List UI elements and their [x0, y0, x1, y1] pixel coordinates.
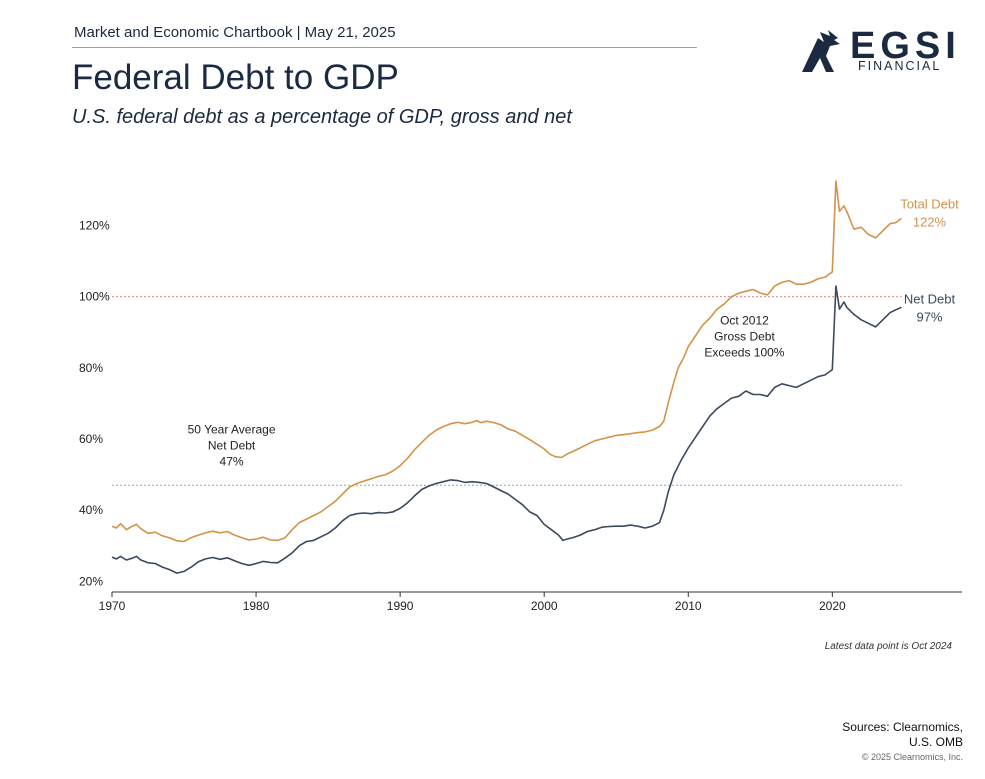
- total-debt-value: 122%: [913, 214, 947, 229]
- sources-line-2: U.S. OMB: [908, 735, 963, 749]
- logo-word: EGSI: [850, 25, 961, 67]
- y-tick-label: 40%: [79, 503, 103, 517]
- x-tick-label: 2020: [819, 599, 846, 613]
- x-tick-label: 2000: [531, 599, 558, 613]
- y-tick-label: 20%: [79, 574, 103, 588]
- header-rule: [72, 47, 697, 48]
- egsi-logo: EGSI FINANCIAL: [800, 26, 960, 78]
- net-debt-value: 97%: [916, 309, 942, 324]
- copyright: © 2025 Clearnomics, Inc.: [861, 752, 963, 762]
- sources: Sources: Clearnomics, U.S. OMB: [842, 720, 963, 750]
- header-publication: Market and Economic Chartbook | May 21, …: [74, 24, 396, 41]
- x-tick-label: 2010: [675, 599, 702, 613]
- x-tick-label: 1980: [243, 599, 270, 613]
- annotation-oct2012-line: Oct 2012: [720, 313, 769, 327]
- x-tick-label: 1970: [99, 599, 126, 613]
- logo-sub: FINANCIAL: [858, 59, 942, 73]
- annotation-oct2012-line: Gross Debt: [714, 329, 775, 343]
- logo-mark-icon: [802, 30, 840, 72]
- sources-line-1: Sources: Clearnomics,: [842, 720, 963, 734]
- x-tick-label: 1990: [387, 599, 414, 613]
- y-tick-label: 80%: [79, 361, 103, 375]
- y-tick-label: 100%: [79, 290, 110, 304]
- y-tick-label: 120%: [79, 218, 110, 232]
- annotation-oct2012-line: Exceeds 100%: [704, 345, 784, 359]
- net-debt-label: Net Debt: [904, 291, 956, 306]
- total-debt-line: [111, 180, 902, 543]
- y-tick-label: 60%: [79, 432, 103, 446]
- annotation-avg-line: 50 Year Average: [188, 423, 276, 437]
- net-debt-line: [111, 285, 902, 574]
- annotation-avg-line: Net Debt: [208, 439, 256, 453]
- page-title: Federal Debt to GDP: [72, 58, 399, 97]
- total-debt-label: Total Debt: [900, 196, 959, 211]
- annotation-avg-line: 47%: [220, 455, 244, 469]
- page-subtitle: U.S. federal debt as a percentage of GDP…: [72, 106, 572, 128]
- latest-data-note: Latest data point is Oct 2024: [824, 641, 952, 652]
